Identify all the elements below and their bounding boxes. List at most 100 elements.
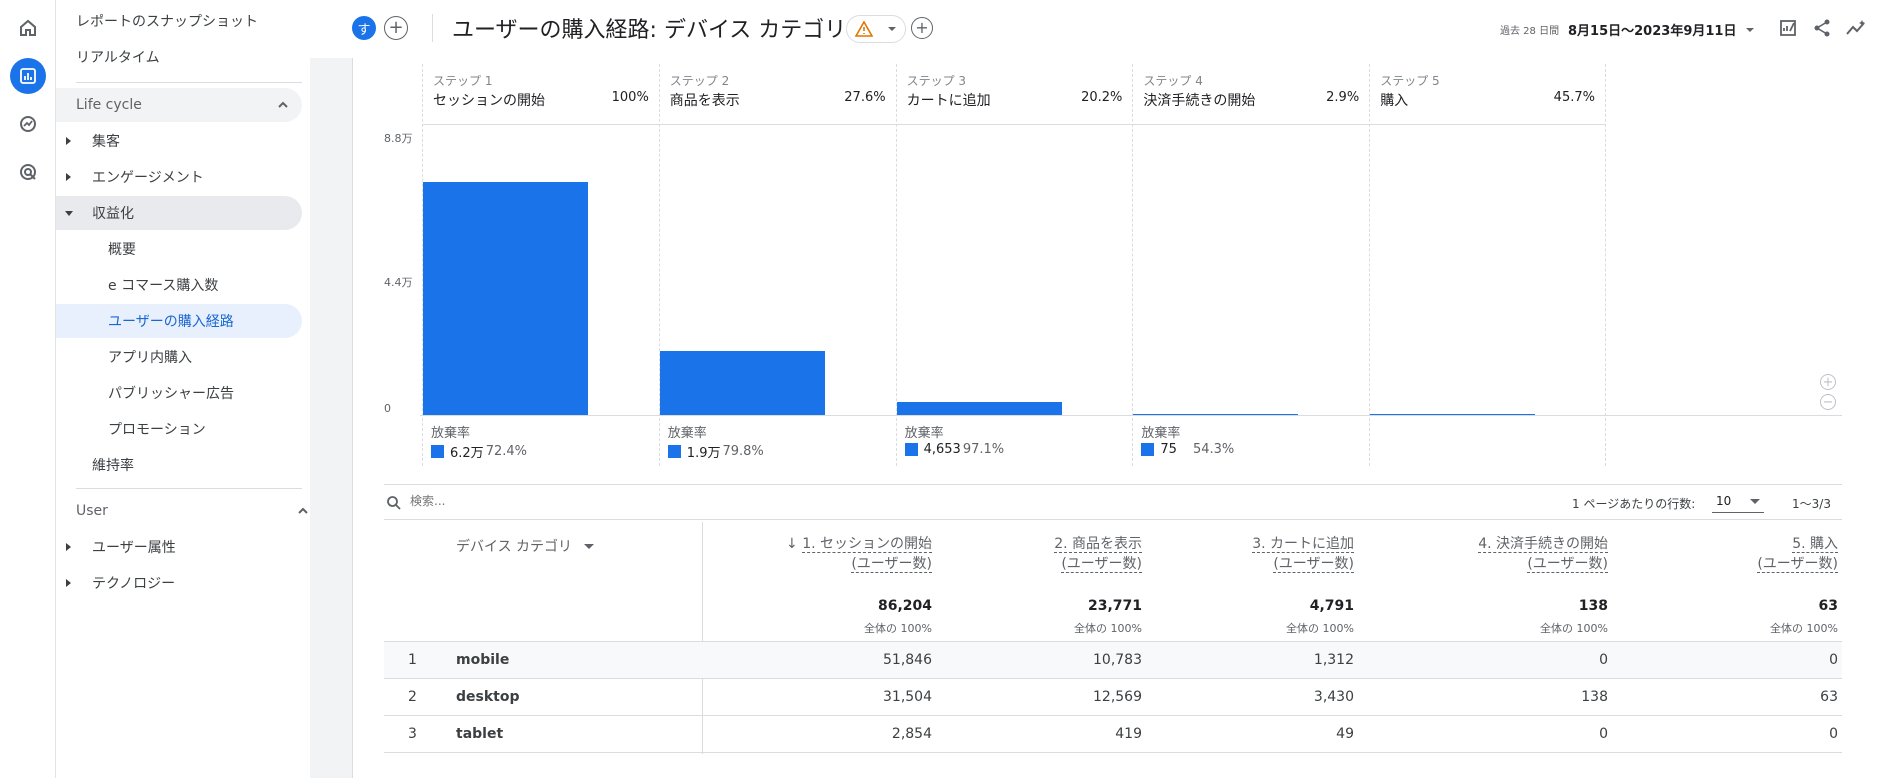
metric-total-share: 全体の 100%	[1074, 622, 1142, 635]
report-header: す + ユーザーの購入経路: デバイス カテゴリ + 過去 28 日間 8月15…	[310, 0, 1882, 58]
metric-header-label: 3. カートに追加	[1252, 536, 1354, 553]
device-category-cell: tablet	[456, 726, 504, 742]
column-divider	[702, 522, 703, 754]
row-index: 2	[408, 689, 417, 705]
row-index: 1	[408, 652, 417, 668]
metric-header-label: 1. セッションの開始	[802, 536, 932, 553]
caret-right-icon	[66, 173, 71, 181]
dropdown-arrow-icon	[584, 544, 595, 549]
nav-overview[interactable]: 概要	[108, 242, 136, 258]
table-toolbar: 1 ページあたりの行数: 10 1～3/3	[384, 484, 1842, 520]
legend-swatch	[904, 443, 918, 456]
advertising-icon[interactable]	[10, 154, 46, 190]
legend-swatch	[1141, 443, 1155, 456]
add-comparison-icon[interactable]: +	[384, 16, 408, 40]
metric-header[interactable]: 3. カートに追加 (ユーザー数)	[1252, 534, 1354, 574]
metric-total: 138	[1578, 598, 1608, 614]
nav-engagement-label: エンゲージメント	[92, 170, 204, 186]
table-row[interactable]: 2 desktop 31,504 12,569 3,430 138 63	[384, 679, 1842, 716]
zoom-in-icon[interactable]: +	[1820, 374, 1836, 390]
table-header: デバイス カテゴリ ↓ 1. セッションの開始 (ユーザー数) 86,204 全体の …	[384, 522, 1842, 642]
y-tick-label: 4.4万	[384, 276, 413, 289]
funnel-bar[interactable]	[659, 350, 825, 415]
chevron-up-icon	[298, 507, 308, 514]
rows-per-page-value: 10	[1716, 494, 1732, 508]
nav-retention[interactable]: 維持率	[56, 448, 302, 482]
metric-total-share: 全体の 100%	[864, 622, 932, 635]
section-lifecycle[interactable]: Life cycle	[56, 88, 302, 122]
rows-per-page-label: 1 ページあたりの行数:	[1572, 497, 1696, 511]
abandonment-value[interactable]: 75 54.3%	[1141, 442, 1234, 457]
nav-realtime[interactable]: リアルタイム	[76, 50, 160, 66]
table-row[interactable]: 3 tablet 2,854 419 49 0 0	[384, 716, 1842, 753]
zoom-out-icon[interactable]: −	[1820, 394, 1836, 410]
nav-retention-label: 維持率	[92, 458, 134, 474]
section-lifecycle-label: Life cycle	[76, 97, 142, 113]
abandonment-value[interactable]: 1.9万 79.8%	[667, 442, 764, 461]
add-filter-icon[interactable]: +	[911, 17, 933, 39]
date-range-picker[interactable]: 8月15日～2023年9月11日	[1568, 20, 1755, 39]
y-tick-label: 8.8万	[384, 132, 413, 145]
nav-acquisition[interactable]: 集客	[56, 124, 302, 158]
metric-header[interactable]: 5. 購入 (ユーザー数)	[1757, 534, 1838, 574]
abandonment-label: 放棄率	[431, 426, 471, 441]
nav-in-app[interactable]: アプリ内購入	[108, 350, 192, 366]
funnel-step-1: ステップ 1 セッションの開始 100% 放棄率 6.2万 72.4%	[422, 64, 659, 466]
metric-total-share: 全体の 100%	[1770, 622, 1838, 635]
date-range-value: 8月15日～2023年9月11日	[1568, 24, 1737, 39]
step-label: ステップ 5	[1380, 74, 1440, 88]
home-icon[interactable]	[10, 10, 46, 46]
reports-icon[interactable]	[10, 58, 46, 94]
abandonment-count: 4,653	[923, 442, 961, 457]
metric-cell: 10,783	[1093, 652, 1142, 668]
search-input[interactable]	[410, 494, 610, 508]
funnel-step-2: ステップ 2 商品を表示 27.6% 放棄率 1.9万 79.8%	[658, 64, 896, 466]
nav-publisher-ads[interactable]: パブリッシャー広告	[108, 386, 234, 402]
row-index: 3	[408, 726, 417, 742]
step-completion-rate: 45.7%	[1553, 90, 1595, 105]
customize-report-icon[interactable]	[1776, 16, 1800, 40]
abandonment-value[interactable]: 6.2万 72.4%	[431, 442, 527, 461]
abandonment-rate: 97.1%	[962, 442, 1005, 457]
step-header-divider	[1133, 124, 1370, 125]
insights-icon[interactable]	[1844, 16, 1868, 40]
abandonment-rate: 54.3%	[1192, 442, 1235, 457]
funnel-bar[interactable]	[1133, 414, 1299, 415]
step-completion-rate: 2.9%	[1326, 90, 1360, 105]
metric-header-sublabel: (ユーザー数)	[1061, 556, 1142, 573]
step-label: ステップ 2	[669, 74, 730, 88]
nav-technology[interactable]: テクノロジー	[56, 566, 302, 600]
abandonment-value[interactable]: 4,653 97.1%	[904, 442, 1005, 457]
section-user[interactable]: User	[76, 494, 308, 528]
funnel-bar[interactable]	[1370, 414, 1536, 415]
metric-header-sublabel: (ユーザー数)	[1757, 556, 1838, 573]
nav-monetization-label: 収益化	[92, 206, 134, 222]
divider	[432, 14, 433, 42]
nav-engagement[interactable]: エンゲージメント	[56, 160, 302, 194]
nav-monetization[interactable]: 収益化	[56, 196, 302, 230]
nav-ecommerce[interactable]: e コマース購入数	[108, 278, 219, 294]
table-row[interactable]: 1 mobile 51,846 10,783 1,312 0 0	[384, 642, 1842, 679]
step-name: 商品を表示	[669, 93, 740, 109]
search-icon	[387, 496, 401, 510]
funnel-bar[interactable]	[423, 181, 588, 415]
nav-snapshot[interactable]: レポートのスナップショット	[76, 14, 258, 30]
metric-cell: 0	[1829, 652, 1838, 668]
metric-header[interactable]: ↓ 1. セッションの開始 (ユーザー数)	[786, 534, 932, 574]
funnel-bar[interactable]	[896, 402, 1062, 415]
share-icon[interactable]	[1810, 16, 1834, 40]
metric-header-sublabel: (ユーザー数)	[1273, 556, 1354, 573]
nav-promotions[interactable]: プロモーション	[108, 422, 206, 438]
explore-icon[interactable]	[10, 106, 46, 142]
nav-purchase-journey[interactable]: ユーザーの購入経路	[56, 304, 302, 338]
rows-per-page-select[interactable]: 10	[1712, 491, 1764, 513]
dimension-header[interactable]: デバイス カテゴリ	[456, 536, 595, 556]
metric-header[interactable]: 2. 商品を表示 (ユーザー数)	[1054, 534, 1142, 574]
nav-user-attributes[interactable]: ユーザー属性	[56, 530, 302, 564]
warning-chip[interactable]	[846, 15, 906, 43]
caret-right-icon	[66, 137, 71, 145]
metric-header[interactable]: 4. 決済手続きの開始 (ユーザー数)	[1478, 534, 1608, 574]
sort-arrow-icon: ↓	[786, 536, 803, 552]
funnel-step-5: ステップ 5 購入 45.7%	[1369, 64, 1606, 466]
comparison-avatar[interactable]: す	[352, 16, 376, 40]
